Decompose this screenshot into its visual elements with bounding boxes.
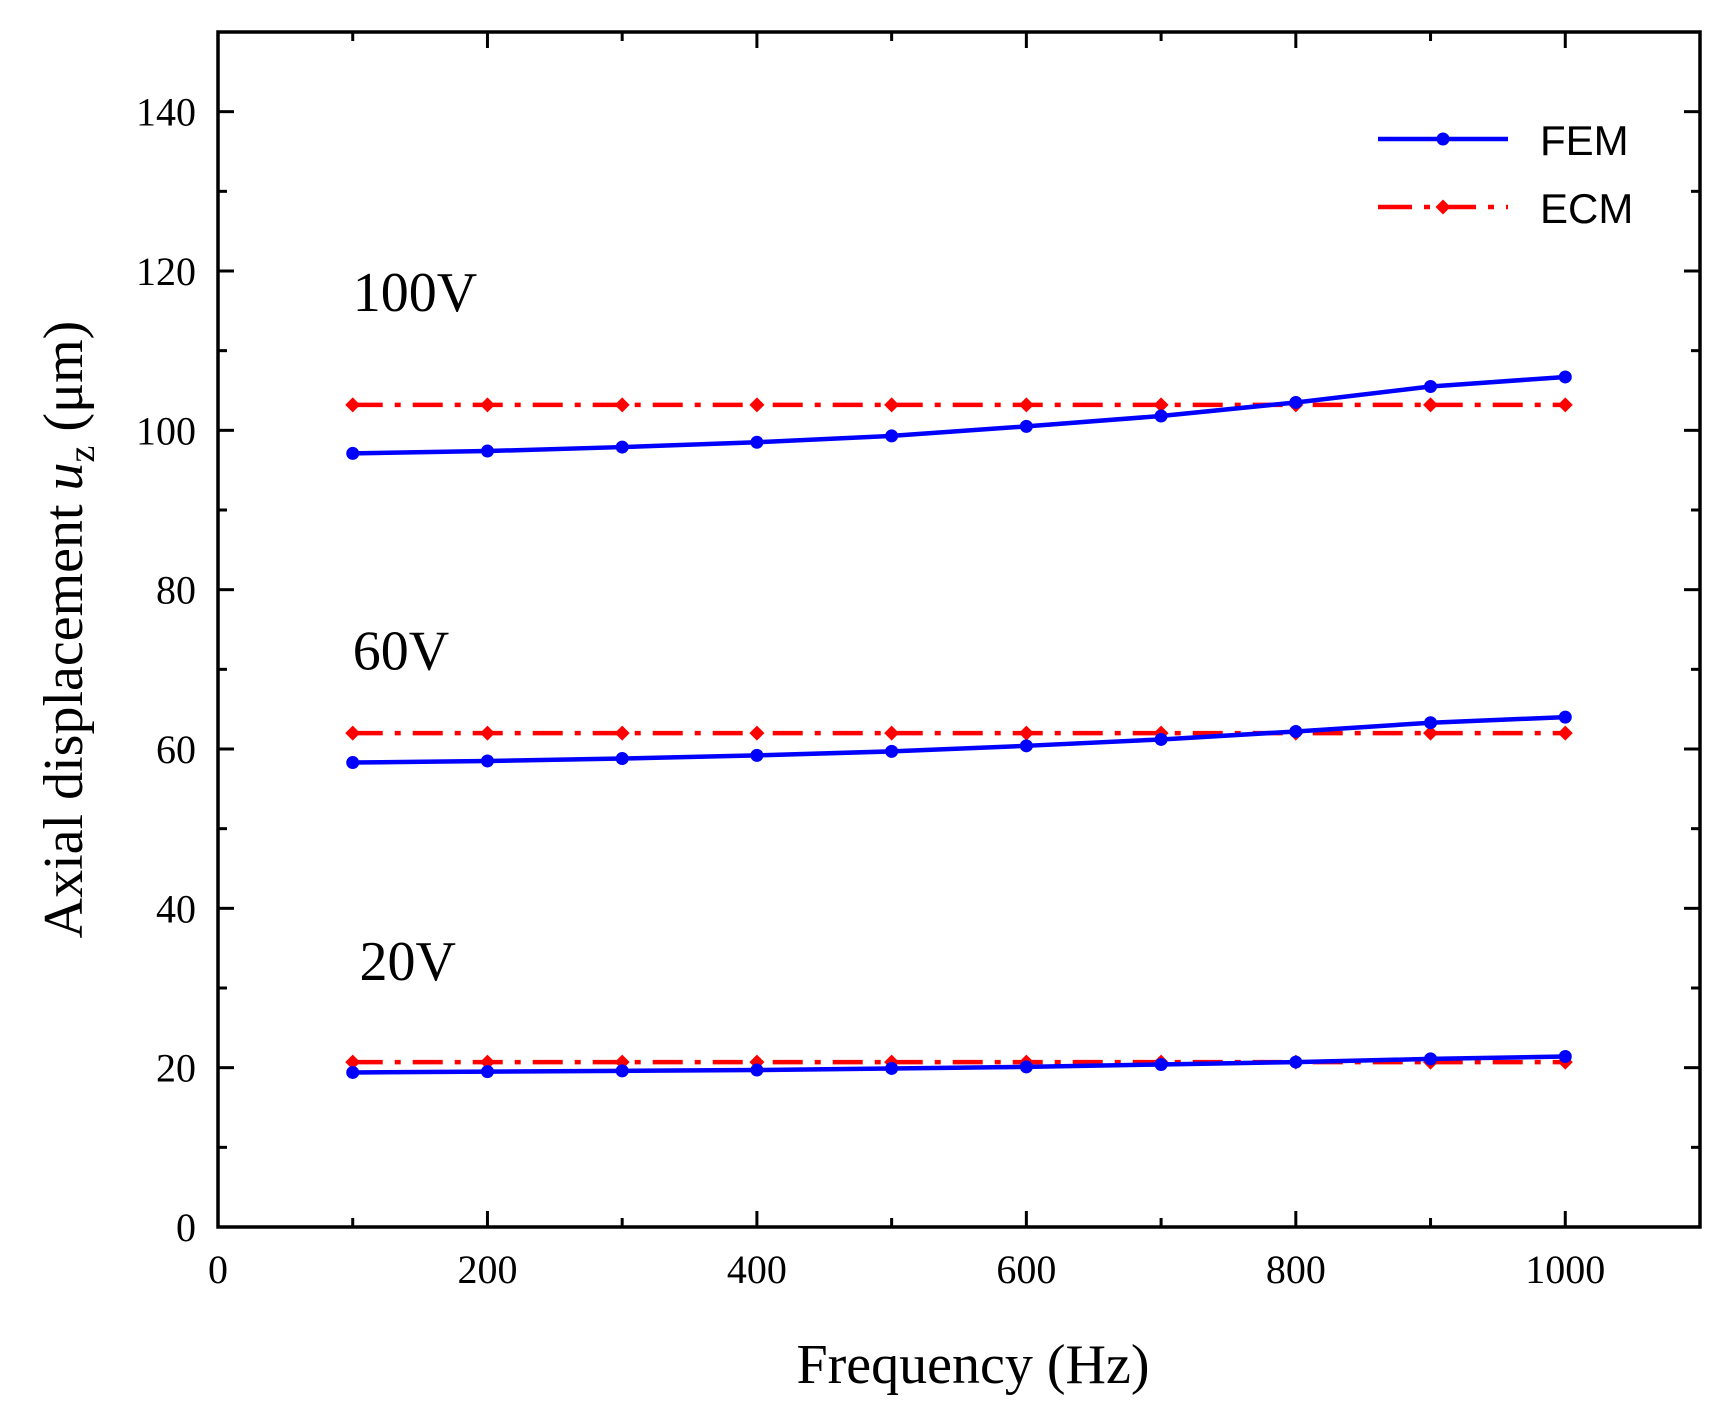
data-point <box>1424 380 1437 393</box>
legend-label: ECM <box>1540 185 1633 232</box>
data-point <box>749 397 764 412</box>
data-point <box>1019 726 1034 741</box>
y-axis-label-main: Axial displacement <box>33 490 95 938</box>
data-point <box>884 397 899 412</box>
y-axis-label: Axial displacement uz (μm) <box>33 321 103 939</box>
data-point <box>481 754 494 767</box>
x-tick-label: 800 <box>1266 1247 1326 1292</box>
x-tick-label: 400 <box>727 1247 787 1292</box>
y-tick-label: 100 <box>136 408 196 453</box>
data-point <box>345 726 360 741</box>
y-tick-label: 120 <box>136 249 196 294</box>
x-tick-label: 200 <box>457 1247 517 1292</box>
data-point <box>1020 739 1033 752</box>
voltage-label: 100V <box>353 262 477 324</box>
data-point <box>346 447 359 460</box>
y-axis-label-sub: z <box>61 446 103 463</box>
legend-item-ecm: ECM <box>1378 185 1633 232</box>
data-point <box>481 445 494 458</box>
data-point <box>345 397 360 412</box>
y-tick-label: 60 <box>156 727 196 772</box>
data-point <box>1424 1052 1437 1065</box>
y-axis-label-unit: (μm) <box>33 321 95 446</box>
x-tick-label: 0 <box>208 1247 228 1292</box>
y-tick-label: 40 <box>156 886 196 931</box>
data-point <box>1424 716 1437 729</box>
data-point <box>346 1066 359 1079</box>
legend: FEM ECM <box>1378 117 1633 232</box>
data-point <box>480 726 495 741</box>
legend-label: FEM <box>1540 117 1629 164</box>
series-line <box>353 377 1566 453</box>
data-point <box>750 1064 763 1077</box>
line-chart: 0 200 400 600 800 1000 0 20 40 60 80 100 120 140 100V… <box>0 0 1720 1415</box>
data-point <box>480 397 495 412</box>
data-point <box>481 1065 494 1078</box>
data-point <box>749 726 764 741</box>
data-point <box>616 752 629 765</box>
x-axis-label: Frequency (Hz) <box>797 1334 1150 1396</box>
data-point <box>884 726 899 741</box>
series-fem-60v <box>346 711 1572 769</box>
data-point <box>1558 726 1573 741</box>
data-point <box>1155 733 1168 746</box>
series-ecm-60v <box>345 726 1573 741</box>
series-fem-100v <box>346 370 1572 459</box>
data-point <box>346 756 359 769</box>
data-point <box>885 1062 898 1075</box>
y-tick-label: 80 <box>156 568 196 613</box>
data-point <box>1155 1058 1168 1071</box>
data-point <box>1559 1050 1572 1063</box>
legend-item-fem: FEM <box>1378 117 1629 164</box>
data-point <box>885 745 898 758</box>
data-point <box>615 397 630 412</box>
data-point <box>615 726 630 741</box>
data-point <box>750 749 763 762</box>
y-tick-label: 140 <box>136 90 196 135</box>
annotations-layer: 100V 60V 20V <box>353 262 477 993</box>
data-point <box>1423 397 1438 412</box>
data-point <box>616 441 629 454</box>
voltage-label: 20V <box>359 931 455 993</box>
legend-marker <box>1437 133 1450 146</box>
data-point <box>1020 1060 1033 1073</box>
data-point <box>1559 711 1572 724</box>
y-axis-label-var: u <box>33 462 95 490</box>
data-point <box>1155 409 1168 422</box>
series-fem-20v <box>346 1050 1572 1079</box>
data-point <box>616 1064 629 1077</box>
data-point <box>1558 397 1573 412</box>
y-tick-label: 20 <box>156 1046 196 1091</box>
legend-marker <box>1436 200 1451 215</box>
data-point <box>1559 370 1572 383</box>
data-point <box>885 429 898 442</box>
x-tick-label: 1000 <box>1525 1247 1605 1292</box>
data-point <box>1289 725 1302 738</box>
voltage-label: 60V <box>353 620 449 682</box>
series-layer <box>345 370 1573 1078</box>
data-point <box>750 436 763 449</box>
data-point <box>1020 420 1033 433</box>
data-point <box>1289 1056 1302 1069</box>
series-line <box>353 1057 1566 1073</box>
series-ecm-100v <box>345 397 1573 412</box>
y-tick-label: 0 <box>176 1205 196 1250</box>
x-tick-label: 600 <box>996 1247 1056 1292</box>
data-point <box>1019 397 1034 412</box>
data-point <box>1289 396 1302 409</box>
series-line <box>353 717 1566 762</box>
